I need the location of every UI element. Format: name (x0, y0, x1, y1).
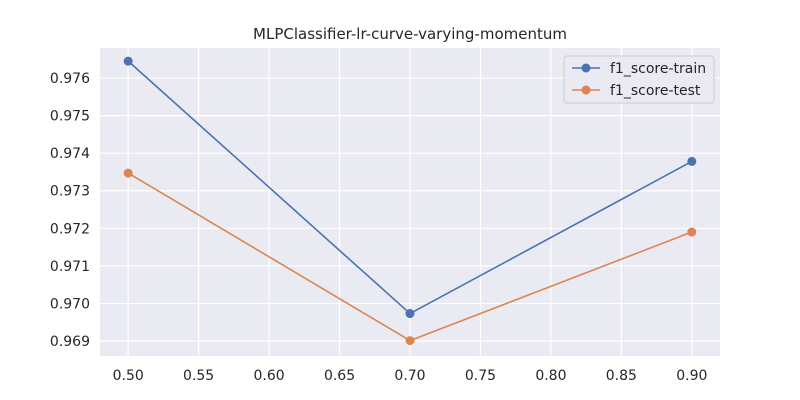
x-tick-label: 0.50 (113, 368, 144, 384)
y-tick-label: 0.974 (50, 146, 90, 162)
legend-label: f1_score-test (610, 83, 701, 99)
y-tick-label: 0.972 (50, 221, 90, 237)
legend-label: f1_score-train (610, 61, 706, 77)
y-tick-label: 0.975 (50, 109, 90, 125)
y-axis: 0.969 0.970 0.971 0.972 0.973 0.974 0.975 0.976 (50, 71, 90, 350)
y-tick-label: 0.969 (50, 334, 90, 350)
chart-title: MLPClassifier-lr-curve-varying-momentum (253, 25, 567, 43)
legend-marker (581, 85, 591, 95)
x-tick-label: 0.55 (183, 368, 214, 384)
data-point (405, 336, 415, 346)
series-group (123, 56, 697, 346)
y-tick-label: 0.973 (50, 184, 90, 200)
x-tick-label: 0.65 (324, 368, 355, 384)
legend-box (563, 55, 715, 104)
x-tick-label: 0.70 (394, 368, 425, 384)
data-point (123, 56, 133, 66)
y-tick-label: 0.970 (50, 296, 90, 312)
legend: f1_score-train f1_score-test (563, 55, 715, 104)
y-tick-label: 0.971 (50, 259, 90, 275)
data-point (123, 168, 133, 178)
x-tick-label: 0.90 (676, 368, 707, 384)
data-point (405, 309, 415, 319)
x-tick-label: 0.85 (606, 368, 637, 384)
x-tick-label: 0.60 (254, 368, 285, 384)
data-point (687, 227, 697, 237)
x-axis: 0.50 0.55 0.60 0.65 0.70 0.75 0.80 0.85 0.90 (113, 368, 708, 384)
data-point (687, 156, 697, 166)
legend-marker (581, 63, 591, 73)
y-tick-label: 0.976 (50, 71, 90, 87)
x-tick-label: 0.75 (465, 368, 496, 384)
x-tick-label: 0.80 (535, 368, 566, 384)
